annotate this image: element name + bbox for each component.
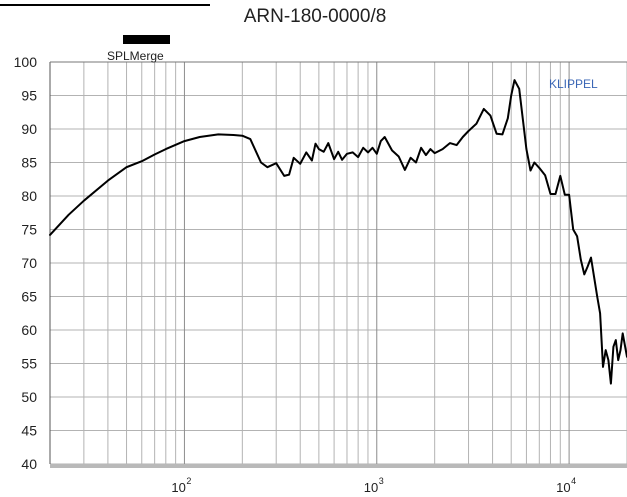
x-tick-label: 10 [364,480,378,495]
legend: SPLMerge [107,35,170,63]
y-tick-label: 70 [21,255,37,271]
y-tick-label: 100 [14,54,38,70]
klippel-watermark: KLIPPEL [549,77,598,91]
y-tick-label: 95 [21,88,37,104]
legend-label: SPLMerge [107,49,164,63]
y-tick-label: 65 [21,289,37,305]
y-tick-label: 90 [21,121,37,137]
y-tick-label: 80 [21,188,37,204]
y-tick-label: 40 [21,456,37,472]
chart-title: ARN-180-0000/8 [243,6,387,27]
y-tick-label: 50 [21,389,37,405]
legend-swatch [123,35,170,44]
x-tick-label: 10 [171,480,185,495]
x-tick-exponent: 4 [571,476,576,486]
y-tick-label: 75 [21,222,37,238]
series-layer [49,79,627,385]
y-tick-label: 45 [21,423,37,439]
x-axis-bar [50,464,627,468]
x-tick-exponent: 2 [186,476,191,486]
spl-series-line [49,79,627,385]
top-rule [0,4,210,6]
y-tick-label: 85 [21,155,37,171]
y-tick-label: 60 [21,322,37,338]
x-tick-label: 10 [556,480,570,495]
y-tick-label: 55 [21,356,37,372]
x-tick-exponent: 3 [379,476,384,486]
